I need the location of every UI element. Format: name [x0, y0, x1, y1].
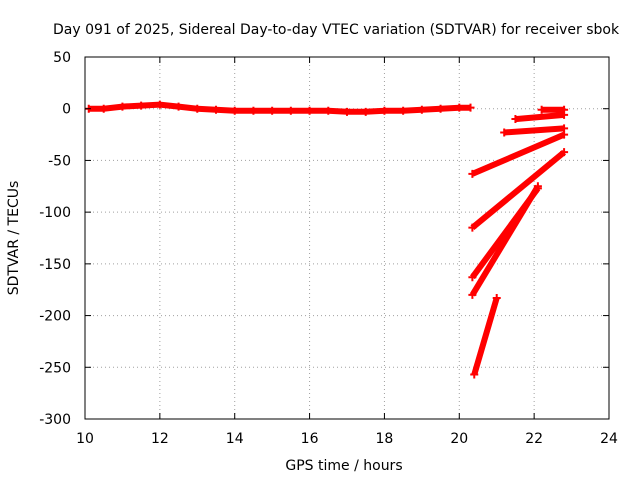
- data-point: [137, 101, 146, 110]
- data-point: [470, 370, 479, 379]
- data-point: [492, 293, 501, 302]
- data-point: [455, 103, 464, 112]
- data-point: [468, 290, 477, 299]
- x-axis-label: GPS time / hours: [285, 458, 402, 474]
- series-5: [468, 182, 542, 299]
- series-line: [515, 111, 565, 123]
- series-line: [469, 184, 541, 297]
- data-point: [560, 148, 569, 157]
- chart-title: Day 091 of 2025, Sidereal Day-to-day VTE…: [53, 22, 620, 38]
- data-point: [155, 100, 164, 109]
- data-point: [324, 106, 333, 115]
- data-point: [500, 128, 509, 137]
- data-point: [249, 106, 258, 115]
- data-point: [174, 102, 183, 111]
- data-series: [84, 100, 569, 379]
- y-tick-label: 50: [53, 50, 71, 66]
- series-7: [500, 124, 569, 137]
- plot-frame: [84, 56, 610, 420]
- series-9: [537, 105, 569, 114]
- data-point: [436, 104, 445, 113]
- y-tick-label: -50: [48, 153, 71, 169]
- data-point: [193, 104, 202, 113]
- data-point: [212, 105, 220, 114]
- x-tick-label: 24: [600, 431, 618, 447]
- series-line: [88, 101, 471, 115]
- data-point: [380, 106, 389, 115]
- x-axis-tick-labels: 10 12 14 16 18 20 22 24: [76, 431, 618, 447]
- y-tick-label: -250: [39, 360, 71, 376]
- y-tick-label: -100: [39, 205, 71, 221]
- x-tick-label: 18: [376, 431, 394, 447]
- x-tick-label: 20: [450, 431, 468, 447]
- data-point: [533, 182, 542, 191]
- data-point: [286, 106, 295, 115]
- data-point: [118, 102, 127, 111]
- data-point: [417, 105, 426, 114]
- x-tick-label: 16: [301, 431, 319, 447]
- data-point: [468, 223, 477, 232]
- data-point: [466, 103, 475, 112]
- y-axis-label: SDTVAR / TECUs: [6, 181, 22, 296]
- data-point: [268, 106, 277, 115]
- series-line: [471, 297, 500, 376]
- series-6: [470, 293, 501, 379]
- data-point: [468, 273, 477, 282]
- y-tick-label: -200: [39, 309, 71, 325]
- x-tick-label: 14: [226, 431, 244, 447]
- x-tick-label: 12: [151, 431, 169, 447]
- data-point: [305, 106, 314, 115]
- series-2: [468, 130, 569, 178]
- data-point: [361, 107, 370, 116]
- series-line: [503, 125, 565, 136]
- series-3: [468, 148, 569, 232]
- data-point: [343, 107, 351, 116]
- y-axis-tick-labels: 50 0 -50 -100 -150 -200 -250 -300: [39, 50, 71, 428]
- axis-ticks: [84, 56, 610, 420]
- data-point: [511, 115, 520, 124]
- data-point: [468, 169, 477, 178]
- series-1: [84, 100, 475, 116]
- data-point: [99, 104, 108, 113]
- data-point: [230, 106, 239, 115]
- series-line: [471, 131, 566, 177]
- data-point: [560, 124, 569, 133]
- y-tick-label: 0: [62, 102, 71, 118]
- series-line: [470, 149, 567, 231]
- data-point: [399, 106, 408, 115]
- y-tick-label: -300: [39, 412, 71, 428]
- data-point: [560, 105, 569, 114]
- data-point: [537, 105, 546, 114]
- y-tick-label: -150: [39, 257, 71, 273]
- series-8: [511, 110, 569, 124]
- x-tick-label: 10: [76, 431, 94, 447]
- x-tick-label: 22: [525, 431, 543, 447]
